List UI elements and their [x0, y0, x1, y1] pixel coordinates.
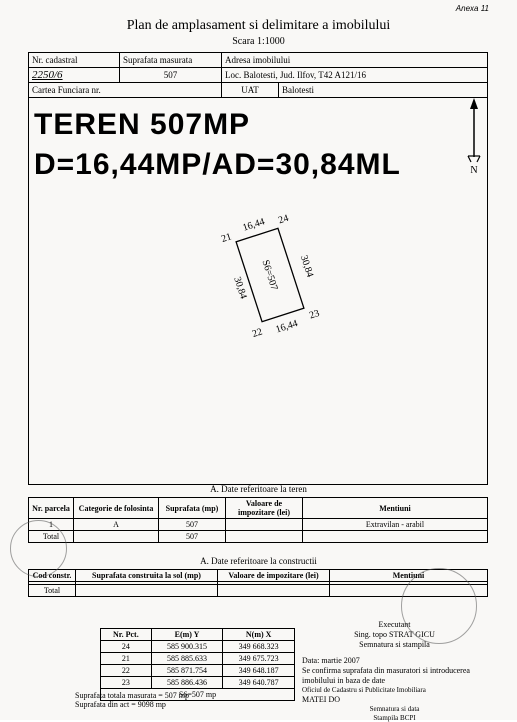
- table-row: 1 A 507 Extravilan - arabil: [29, 519, 488, 531]
- table-row: 22585 871.754349 648.187: [101, 665, 295, 677]
- doc-title: Plan de amplasament si delimitare a imob…: [0, 18, 517, 34]
- oficiu-text: Oficiul de Cadastru si Publicitate Imobi…: [302, 686, 487, 695]
- svg-text:24: 24: [277, 213, 290, 227]
- a-h4: Mentiuni: [303, 498, 488, 519]
- hdr-sup-label: Suprafata masurata: [120, 53, 222, 68]
- svg-text:30,84: 30,84: [298, 254, 315, 279]
- table-row-total: Total 507: [29, 531, 488, 543]
- hdr-adr-label: Adresa imobilului: [222, 53, 488, 68]
- b-h1: Suprafata construita la sol (mp): [76, 570, 218, 582]
- stamp-icon: [10, 520, 67, 577]
- svg-text:23: 23: [308, 308, 321, 322]
- north-arrow-icon: N: [459, 95, 489, 175]
- header-table: Nr. cadastral Suprafata masurata Adresa …: [28, 52, 488, 98]
- b-h2: Valoare de impozitare (lei): [218, 570, 330, 582]
- table-row: 21585 885.633349 675.723: [101, 653, 295, 665]
- table-row: 24585 900.315349 668.323: [101, 641, 295, 653]
- hdr-nrcad-val: 2250/6: [29, 68, 120, 83]
- semn2-label: Semnatura si data: [302, 705, 487, 714]
- stampila-label: Stampila BCPI: [302, 714, 487, 722]
- c-h1: E(m) Y: [151, 629, 223, 641]
- stamp-icon: [401, 568, 477, 644]
- matei-text: MATEI DO: [302, 695, 487, 705]
- date-label: Data: martie 2007: [302, 656, 487, 666]
- svg-text:N: N: [470, 165, 477, 175]
- svg-text:16,44: 16,44: [274, 318, 299, 335]
- section-a-caption: A. Date referitoare la teren: [0, 484, 517, 494]
- c-h0: Nr. Pct.: [101, 629, 152, 641]
- hdr-adr-val: Loc. Balotesti, Jud. Ilfov, T42 A121/16: [222, 68, 488, 83]
- semn-label: Semnatura si stampila: [302, 640, 487, 650]
- overlay-teren: TEREN 507MP: [34, 108, 250, 142]
- table-row: 23585 886.436349 640.787: [101, 677, 295, 689]
- plot-diagram: S6=507 21 24 23 22 16,44 16,44 30,84 30,…: [170, 205, 370, 345]
- hdr-sup-val: 507: [120, 68, 222, 83]
- a-h0: Nr. parcela: [29, 498, 74, 519]
- section-b-caption: A. Date referitoare la constructii: [0, 556, 517, 566]
- footer-left: Suprafata totala masurata = 507 mp Supra…: [75, 692, 189, 710]
- confirm-text: Se confirma suprafata din masuratori si …: [302, 666, 487, 686]
- annex-label: Anexa 11: [456, 4, 489, 13]
- svg-text:30,84: 30,84: [231, 275, 248, 300]
- c-h2: N(m) X: [223, 629, 295, 641]
- a-h1: Categorie de folosinta: [74, 498, 159, 519]
- svg-text:21: 21: [220, 231, 233, 245]
- svg-text:16,44: 16,44: [241, 216, 266, 233]
- section-a-table: Nr. parcela Categorie de folosinta Supra…: [28, 497, 488, 543]
- scale-label: Scara 1:1000: [0, 36, 517, 47]
- svg-text:22: 22: [251, 326, 264, 340]
- overlay-dims: D=16,44MP/AD=30,84ML: [34, 148, 401, 182]
- a-h2: Suprafata (mp): [159, 498, 226, 519]
- svg-text:S6=507: S6=507: [259, 259, 279, 292]
- hdr-nrcad-label: Nr. cadastral: [29, 53, 120, 68]
- a-h3: Valoare de impozitare (lei): [226, 498, 303, 519]
- total-act: Suprafata din act = 9098 mp: [75, 701, 189, 710]
